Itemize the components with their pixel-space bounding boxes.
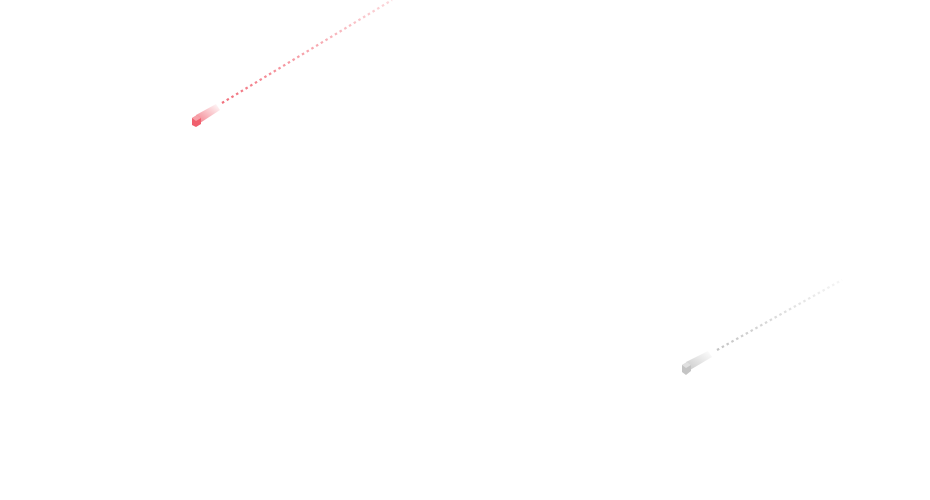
red-streak	[192, 0, 393, 127]
gray-streak-dotted-line	[716, 279, 843, 351]
red-streak-head-face	[192, 115, 201, 121]
red-streak-dotted-line	[221, 0, 393, 104]
gray-streak-trail	[686, 351, 712, 370]
gray-streak-head-face	[682, 362, 691, 368]
gray-streak	[682, 279, 843, 375]
red-streak-trail	[196, 104, 220, 123]
